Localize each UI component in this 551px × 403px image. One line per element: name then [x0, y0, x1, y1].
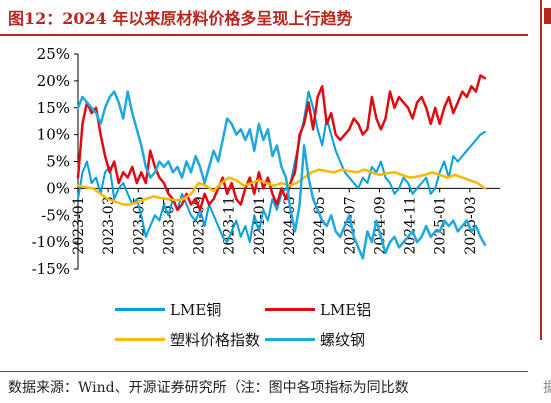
series-line-2 — [76, 168, 487, 206]
y-tick-label: -15% — [32, 260, 70, 278]
source-note: 数据来源：Wind、开源证券研究所（注：图中各项指标为同比数 — [8, 380, 409, 396]
legend-swatch-lme-aluminum — [265, 308, 315, 311]
legend-swatch-plastic-index — [115, 338, 165, 341]
x-tick-label: 2023-03 — [101, 196, 117, 254]
series-line-3 — [76, 90, 487, 260]
legend-label-lme-aluminum: LME铝 — [320, 301, 372, 319]
x-tick-label: 2023-01 — [71, 196, 87, 254]
legend-label-rebar: 螺纹钢 — [320, 331, 366, 349]
edge-title-marker — [544, 8, 551, 24]
x-tick-label: 2023-07 — [161, 196, 177, 254]
x-tick-label: 2024-05 — [312, 196, 328, 254]
x-tick-label: 2025-01 — [433, 196, 449, 254]
line-chart: -15% -10% -5% 0% 5% 10% 15% 20% 25% 2023-01 2023-0… — [32, 45, 500, 278]
y-tick-label: 0% — [46, 179, 70, 197]
x-tick-label: 2024-03 — [282, 196, 298, 254]
legend-label-lme-copper: LME铜 — [170, 301, 222, 319]
figure-title: 图12：2024 年以来原材料价格多呈现上行趋势 — [8, 9, 353, 28]
legend-label-plastic-index: 塑料价格指数 — [170, 331, 261, 349]
x-tick-label: 2023-05 — [131, 196, 147, 254]
title-rule — [0, 34, 528, 36]
y-tick-label: 25% — [37, 45, 70, 63]
x-tick-label: 2023-09 — [192, 196, 208, 254]
x-tick-label: 2025-03 — [463, 196, 479, 254]
chart-series — [76, 74, 487, 260]
edge-divider — [540, 0, 542, 340]
y-tick-label: 20% — [37, 72, 70, 90]
chart-axes: -15% -10% -5% 0% 5% 10% 15% 20% 25% 2023-01 2023-0… — [32, 45, 500, 278]
legend-swatch-rebar — [265, 338, 315, 341]
footer-rule — [0, 371, 528, 372]
x-tick-label: 2024-11 — [403, 196, 419, 254]
y-tick-label: 10% — [37, 126, 70, 144]
y-tick-label: -10% — [32, 233, 70, 251]
y-tick-label: -5% — [41, 206, 70, 224]
y-tick-label: 5% — [46, 153, 70, 171]
series-line-0 — [77, 90, 486, 244]
x-tick-label: 2024-09 — [372, 196, 388, 254]
x-tick-label: 2023-11 — [222, 196, 238, 254]
series-line-1 — [76, 74, 487, 212]
source-note-tail: 据 — [543, 380, 551, 396]
legend-swatch-lme-copper — [115, 308, 165, 311]
y-tick-label: 15% — [37, 99, 70, 117]
